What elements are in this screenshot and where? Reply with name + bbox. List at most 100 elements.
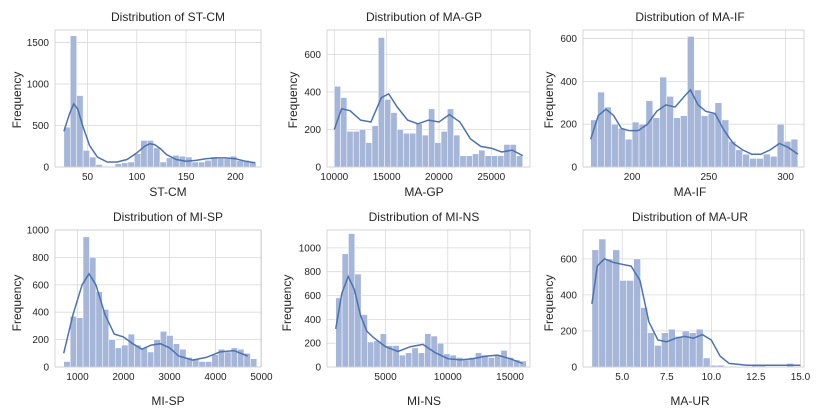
histogram-bar <box>472 153 479 168</box>
x-axis-label: MA-IF <box>674 185 707 199</box>
plot-area <box>326 29 531 168</box>
y-tick-label: 400 <box>560 77 577 88</box>
histogram-bar <box>396 129 404 168</box>
histogram-bar <box>478 149 486 168</box>
x-axis-label: MA-UR <box>670 394 710 408</box>
y-axis-label: Frequency <box>542 72 556 129</box>
axes-frame <box>582 29 805 168</box>
histogram-bar <box>166 335 174 368</box>
histogram-bar <box>63 126 71 168</box>
histogram-bar <box>147 351 155 368</box>
y-tick-label: 0 <box>315 363 321 374</box>
x-tick-label: 5000 <box>374 372 397 383</box>
x-tick-label: 15.0 <box>791 372 811 383</box>
axes-frame <box>582 229 805 368</box>
x-tick-label: 200 <box>227 172 244 183</box>
x-tick-label: 15000 <box>373 172 401 183</box>
histogram-bar <box>82 236 90 368</box>
kde-line <box>334 274 523 365</box>
y-axis-label: Frequency <box>286 72 300 129</box>
kde-line <box>63 102 256 164</box>
axes-frame <box>54 29 262 168</box>
histogram-bar <box>409 132 417 168</box>
x-tick-label: 5.0 <box>615 372 629 383</box>
x-axis-label: ST-CM <box>149 185 186 199</box>
y-tick-label: 400 <box>560 290 577 301</box>
histogram-bar <box>449 354 457 368</box>
y-tick-label: 0 <box>571 163 577 174</box>
histogram-bar <box>597 91 605 168</box>
histogram-bar <box>367 341 375 368</box>
x-tick-label: 10.0 <box>702 372 722 383</box>
histogram-bar <box>500 350 508 368</box>
histogram-bar <box>654 345 662 368</box>
histogram-bar <box>675 336 683 368</box>
subplot-mi-ns: Distribution of MI-NS MI-NS Frequency 50… <box>280 210 531 408</box>
histogram-bar <box>619 280 627 368</box>
histogram-bar <box>487 357 495 368</box>
x-axis-label: MA-GP <box>404 185 443 199</box>
histogram-bar <box>453 134 461 168</box>
histogram-bar <box>714 102 723 168</box>
histogram-bar <box>618 128 626 168</box>
histogram-bar <box>121 162 129 168</box>
histogram-bar <box>694 89 702 168</box>
x-tick-label: 50 <box>82 172 94 183</box>
histogram-bar <box>612 249 620 368</box>
chart-title: Distribution of MA-IF <box>635 10 744 24</box>
histogram-bar <box>749 158 757 168</box>
y-tick-label: 0 <box>571 363 577 374</box>
x-tick-label: 300 <box>777 172 794 183</box>
histogram-bar <box>70 35 77 168</box>
y-tick-label: 200 <box>560 326 577 337</box>
x-tick-label: 15000 <box>496 372 524 383</box>
kde-line <box>62 272 248 361</box>
histogram-bar <box>440 131 448 168</box>
x-tick-label: 20000 <box>425 172 453 183</box>
histogram-bar <box>605 258 614 368</box>
histogram-bar <box>140 347 148 368</box>
y-tick-label: 200 <box>304 125 321 136</box>
histogram-bar <box>360 314 368 368</box>
histogram-bar <box>763 153 771 168</box>
x-tick-label: 100 <box>128 172 145 183</box>
histogram-bar <box>403 132 410 168</box>
y-tick-label: 0 <box>43 363 49 374</box>
x-tick-label: 200 <box>624 172 641 183</box>
kde-line <box>591 257 801 366</box>
kde-line <box>589 88 799 155</box>
histogram-bar <box>365 142 373 168</box>
histogram-bar <box>494 354 502 368</box>
axes-frame <box>54 229 262 368</box>
y-axis-label: Frequency <box>280 275 294 332</box>
histogram-bar <box>76 317 84 368</box>
x-tick-label: 10000 <box>320 172 348 183</box>
histogram-bar <box>647 332 655 368</box>
histogram-bar <box>102 309 110 368</box>
histogram-bar <box>371 125 379 168</box>
histogram-bar <box>484 155 492 168</box>
histogram-bar <box>153 147 161 168</box>
histogram-bar <box>379 333 387 368</box>
histogram-bar <box>604 106 612 168</box>
histogram-bar <box>236 160 244 168</box>
histogram-bar <box>638 123 647 168</box>
histogram-bar <box>134 153 142 168</box>
histogram-bar <box>680 115 688 168</box>
histogram-bar <box>108 339 116 368</box>
x-tick-label: 4000 <box>204 372 227 383</box>
histogram-bar <box>673 117 681 168</box>
histogram-bar <box>491 155 498 168</box>
histogram-bar <box>659 76 667 168</box>
histogram-bar <box>707 113 716 168</box>
y-tick-label: 600 <box>32 280 49 291</box>
histogram-bar <box>185 156 193 168</box>
histogram-bar <box>418 352 425 368</box>
histogram-bar <box>205 361 213 368</box>
histogram-bar <box>509 144 517 168</box>
histogram-bar <box>89 156 97 168</box>
histogram-bar <box>783 141 792 168</box>
y-axis-label: Frequency <box>10 275 24 332</box>
histogram-bar <box>198 161 206 168</box>
histogram-bar <box>503 144 511 168</box>
